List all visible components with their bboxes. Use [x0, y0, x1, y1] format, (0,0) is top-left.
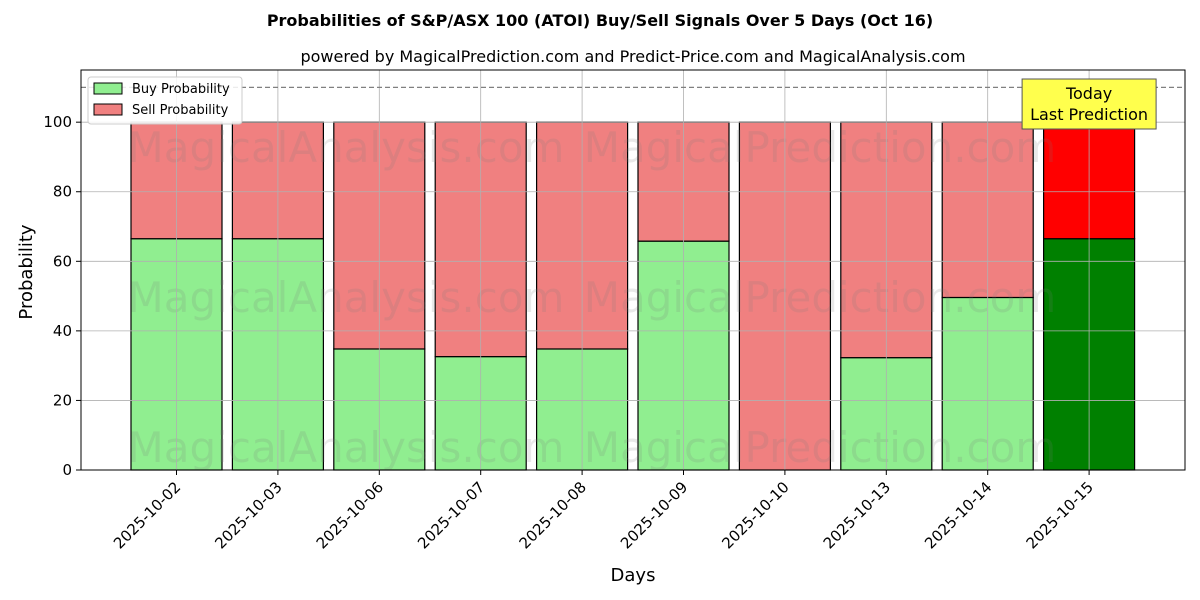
- x-tick-label: 2025-10-09: [617, 478, 691, 552]
- y-axis-label: Probability: [16, 224, 37, 319]
- x-tick-label: 2025-10-07: [414, 478, 488, 552]
- watermark-text: MagicalAnalysis.com: [128, 273, 565, 322]
- y-tick-label: 80: [53, 183, 72, 201]
- x-tick-label: 2025-10-02: [110, 478, 184, 552]
- watermark-text: MagicalPrediction.com: [584, 423, 1057, 472]
- x-tick-label: 2025-10-10: [718, 478, 792, 552]
- y-tick-label: 100: [43, 113, 72, 131]
- plot-frame: [80, 69, 1186, 471]
- chart-title: Probabilities of S&P/ASX 100 (ATOI) Buy/…: [267, 11, 933, 30]
- legend-label: Sell Probability: [132, 103, 229, 118]
- annotation-box: [1021, 78, 1157, 130]
- watermark-text: MagicalAnalysis.com: [128, 423, 565, 472]
- x-tick-label: 2025-10-13: [820, 478, 894, 552]
- legend-swatch: [93, 82, 123, 95]
- x-tick-label: 2025-10-08: [516, 478, 590, 552]
- x-tick-label: 2025-10-03: [211, 478, 285, 552]
- y-tick-label: 60: [53, 252, 72, 270]
- legend: Buy Probability Sell Probability: [87, 76, 243, 125]
- y-tick-label: 40: [53, 322, 72, 340]
- x-tick-label: 2025-10-14: [921, 478, 995, 552]
- x-tick-label: 2025-10-15: [1023, 478, 1097, 552]
- legend-label: Buy Probability: [132, 82, 230, 97]
- y-tick-label: 20: [53, 391, 72, 409]
- annotation-text: Last Prediction: [1030, 105, 1148, 124]
- plot-area: MagicalAnalysis.com MagicalPrediction.com…: [43, 69, 1186, 552]
- annotation-text: Today: [1065, 84, 1112, 103]
- watermark-text: MagicalPrediction.com: [584, 123, 1057, 172]
- watermark-text: MagicalAnalysis.com: [128, 123, 565, 172]
- x-axis-label: Days: [611, 565, 656, 586]
- watermark-text: MagicalPrediction.com: [584, 273, 1057, 322]
- legend-box: [87, 76, 243, 125]
- chart-subtitle: powered by MagicalPrediction.com and Pre…: [300, 47, 965, 66]
- x-tick-label: 2025-10-06: [313, 478, 387, 552]
- legend-swatch: [93, 103, 123, 116]
- y-tick-label: 0: [62, 461, 72, 479]
